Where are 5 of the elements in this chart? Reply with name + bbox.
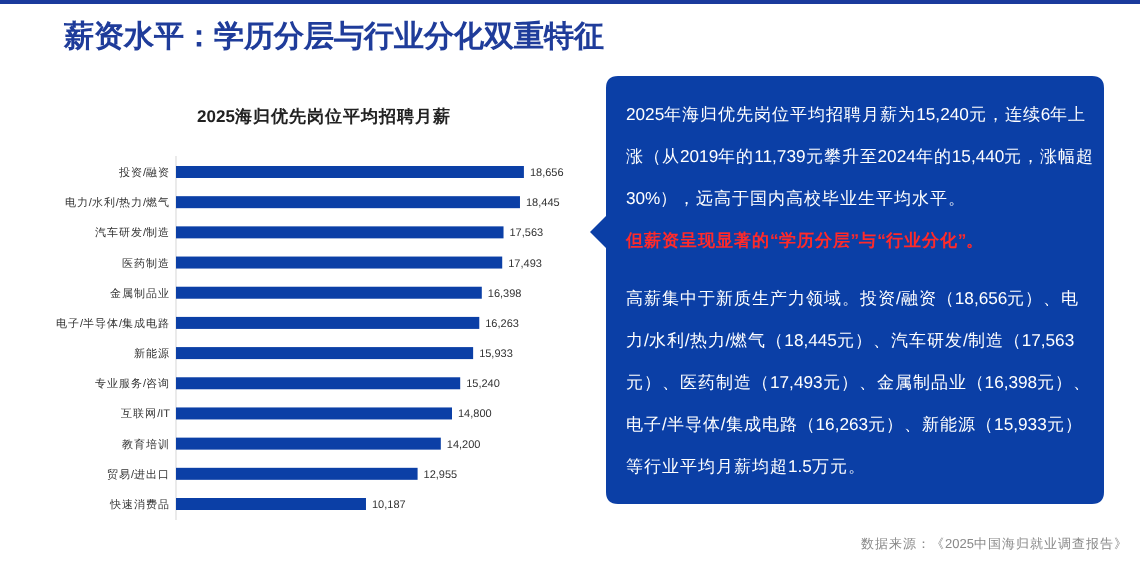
subtitle: 2025海归优先岗位平均招聘月薪 [197,106,451,126]
text: 高薪集中于新质生产力领域。投资/融资（18,656元）、电力/水利/热力/燃气（18,445元）、汽车研发/制造（17,563元）、医药制造（17,493元）、金属制品业（16,398元）、电子/半导体/集成电路（16,263元）、新能源（15,933元）等行业平均月薪均超1.5万元。 [626,288,1092,476]
text: 但薪资呈现显著的“学历分层”与“行业分化”。 [626,228,987,254]
text: 2025年海归优先岗位平均招聘月薪为15,240元，连续6年上涨（从2019年的11,739元攀升至2024年的15,440元，涨幅超30%），远高于国内高校毕业生平均水平。 [626,104,1095,208]
title: 薪资水平：学历分层与行业分化双重特征 [64,20,604,54]
